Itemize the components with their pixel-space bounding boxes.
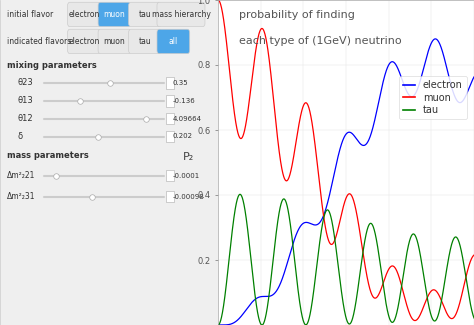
Text: -0.00098: -0.00098	[172, 194, 204, 200]
Bar	[166, 170, 174, 181]
FancyBboxPatch shape	[128, 2, 161, 27]
FancyBboxPatch shape	[98, 29, 131, 54]
Text: muon: muon	[104, 10, 125, 19]
Text: mass parameters: mass parameters	[7, 151, 88, 161]
Text: Δm²₂31: Δm²₂31	[7, 192, 35, 201]
Text: electron: electron	[68, 37, 100, 46]
Text: -0.136: -0.136	[172, 98, 195, 104]
Bar	[166, 191, 174, 202]
Text: indicated flavors: indicated flavors	[7, 37, 71, 46]
Y-axis label: P₂: P₂	[183, 152, 194, 162]
Text: Δm²₂21: Δm²₂21	[7, 171, 35, 180]
FancyBboxPatch shape	[128, 29, 161, 54]
Text: tau: tau	[138, 10, 151, 19]
FancyBboxPatch shape	[98, 2, 131, 27]
Text: δ: δ	[18, 132, 23, 141]
Text: θ12: θ12	[18, 114, 33, 123]
Text: electron: electron	[68, 10, 100, 19]
Text: tau: tau	[138, 37, 151, 46]
Text: mixing parameters: mixing parameters	[7, 60, 96, 70]
Bar	[166, 95, 174, 107]
Text: muon: muon	[104, 37, 125, 46]
Text: all: all	[169, 37, 178, 46]
Bar	[166, 77, 174, 89]
Bar	[166, 113, 174, 124]
Text: θ13: θ13	[18, 96, 33, 105]
FancyBboxPatch shape	[157, 29, 190, 54]
Text: -0.0001: -0.0001	[172, 173, 200, 178]
Legend: electron, muon, tau: electron, muon, tau	[400, 76, 466, 119]
Text: each type of (1GeV) neutrino: each type of (1GeV) neutrino	[238, 36, 401, 46]
Text: θ23: θ23	[18, 78, 33, 87]
Text: mass hierarchy: mass hierarchy	[152, 10, 210, 19]
FancyBboxPatch shape	[157, 2, 205, 27]
Text: 0.35: 0.35	[172, 80, 188, 86]
Text: 4.09664: 4.09664	[172, 116, 201, 122]
FancyBboxPatch shape	[68, 29, 100, 54]
FancyBboxPatch shape	[68, 2, 100, 27]
Text: initial flavor: initial flavor	[7, 10, 53, 19]
Text: probability of finding: probability of finding	[238, 10, 355, 20]
Text: 0.202: 0.202	[172, 134, 192, 139]
Bar	[166, 131, 174, 142]
